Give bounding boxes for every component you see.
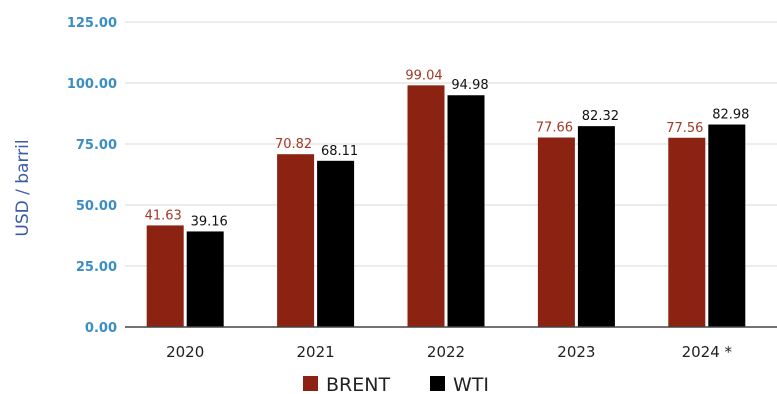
- y-tick-label: 0.00: [85, 321, 117, 336]
- x-tick-label: 2023: [557, 343, 595, 361]
- bar-wti-3: [577, 126, 615, 328]
- data-label-wti: 82.98: [712, 108, 749, 123]
- y-tick-label: 125.00: [67, 16, 117, 31]
- y-tick-label: 25.00: [76, 260, 117, 275]
- x-tick-label: 2020: [166, 343, 204, 361]
- bar-wti-0: [186, 231, 224, 327]
- bar-brent-0: [146, 225, 184, 327]
- y-tick-label: 50.00: [76, 199, 117, 214]
- bar-brent-4: [668, 137, 706, 327]
- data-labels: 41.63 39.16 70.82 68.11 99.04 94.98 77.66 82.32…: [145, 68, 750, 229]
- data-label-wti: 94.98: [451, 78, 488, 93]
- y-tick-label: 100.00: [67, 77, 117, 92]
- y-axis-ticks: 0.00 25.00 50.00 75.00 100.00 125.00: [67, 16, 117, 336]
- legend-swatch-wti: [430, 376, 445, 391]
- y-tick-label: 75.00: [76, 138, 117, 153]
- x-tick-label: 2022: [427, 343, 465, 361]
- data-label-brent: 77.66: [536, 121, 573, 136]
- y-axis-label: USD / barril: [13, 139, 33, 236]
- legend-swatch-brent: [303, 376, 318, 391]
- x-tick-label: 2021: [297, 343, 335, 361]
- bar-brent-1: [277, 154, 315, 327]
- legend: BRENT WTI: [303, 374, 489, 394]
- legend-label-brent: BRENT: [326, 374, 390, 394]
- x-axis-ticks: 2020 2021 2022 2023 2024 *: [166, 343, 732, 361]
- data-label-brent: 99.04: [405, 68, 442, 83]
- bar-wti-2: [447, 95, 485, 327]
- data-label-brent: 77.56: [666, 121, 703, 136]
- data-label-brent: 41.63: [145, 208, 182, 223]
- bar-brent-2: [407, 85, 445, 327]
- data-label-wti: 39.16: [191, 214, 228, 229]
- x-tick-label: 2024 *: [682, 343, 733, 361]
- data-label-brent: 70.82: [275, 137, 312, 152]
- data-label-wti: 82.32: [582, 109, 619, 124]
- bar-wti-1: [317, 160, 355, 327]
- legend-label-wti: WTI: [453, 374, 489, 394]
- bar-wti-4: [708, 124, 746, 327]
- data-label-wti: 68.11: [321, 144, 358, 159]
- bar-brent-3: [537, 137, 575, 327]
- bars: [146, 85, 746, 328]
